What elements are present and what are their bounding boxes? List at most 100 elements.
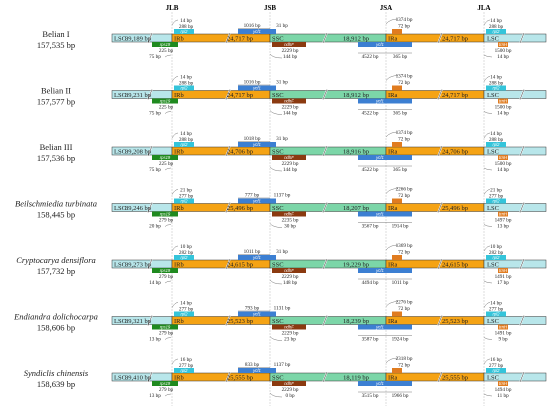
- jlb-top-curve: [171, 76, 179, 82]
- jsb-below-1: 2229 bp: [282, 274, 299, 280]
- break-mark: [322, 315, 328, 326]
- region-label-lsc-right: LSC: [487, 149, 499, 156]
- jla-below-1: 1494 bp: [495, 387, 512, 393]
- gene-trnH-jla: [498, 268, 508, 273]
- lsc-length: 89,410 bp: [125, 375, 151, 382]
- genome-size: 157,732 bp: [37, 266, 75, 276]
- jlb-above: 14 bp: [180, 301, 192, 307]
- jla-below-2: 14 bp: [497, 167, 509, 173]
- gene-rpl2: [174, 29, 194, 34]
- gene-ycf1-jsa: [358, 98, 412, 104]
- jla-above-1: 21 bp: [490, 188, 502, 194]
- gene-label-rpl2: rpl2: [181, 142, 189, 147]
- ira-region: [385, 146, 485, 156]
- gene-rps19: [152, 42, 178, 47]
- break-mark: [519, 89, 525, 100]
- gene-rpl2: [174, 142, 194, 147]
- jla-curve: [483, 167, 493, 171]
- gene-ycf1-jsb: [238, 311, 276, 317]
- jlb-top-curve: [171, 19, 179, 26]
- lsc-region-right: [483, 203, 547, 212]
- break-mark: [225, 145, 231, 157]
- gene-ndhF: [272, 324, 306, 330]
- gene-ycf1-jsa: [358, 324, 412, 330]
- region-label-ssc: SSC: [272, 149, 284, 156]
- gene-ndhF: [272, 155, 306, 160]
- jlb-below-2: 75 bp: [149, 54, 161, 60]
- gene-ycf1-jsb: [238, 142, 276, 147]
- jlb-below-1: 225 bp: [159, 48, 174, 54]
- species-name: Cryptocarya densiflora: [16, 255, 96, 265]
- break-mark: [147, 145, 153, 157]
- jsb-below-2: 148 bp: [283, 280, 298, 286]
- region-label-ira: IRa: [388, 36, 398, 43]
- gene-label-ycf1: ycf1: [252, 255, 261, 260]
- jla-above-1: 14 bp: [490, 131, 502, 137]
- break-mark: [437, 202, 443, 213]
- break-mark: [519, 258, 525, 270]
- jsb-below-2: 30 bp: [284, 224, 296, 230]
- gene-label-ycf1: ycf1: [375, 42, 384, 47]
- jla-curve: [483, 337, 493, 340]
- gene-rpl2-jla: [486, 85, 506, 91]
- species-name: Syndiclis chinensis: [24, 368, 89, 378]
- jlb-top-curve: [171, 358, 179, 365]
- region-label-ssc: SSC: [272, 262, 284, 269]
- jsa-below-1: 3587 bp: [362, 337, 379, 343]
- break-mark: [519, 202, 525, 213]
- break-mark: [519, 371, 525, 383]
- gene-label-ndhF: ndhF: [284, 381, 294, 386]
- gene-label-rps19: rps19: [160, 381, 171, 386]
- gene-trnH-jsa: [392, 255, 402, 260]
- jsa-top-curve: [385, 188, 399, 194]
- break-mark: [519, 145, 525, 157]
- lsc-length: 89,321 bp: [125, 318, 151, 325]
- gene-ycf1-jsa: [358, 211, 412, 217]
- jla-curve: [483, 280, 493, 284]
- region-label-irb: IRb: [174, 205, 184, 212]
- break-mark: [437, 371, 443, 383]
- jla-below-2: 9 bp: [498, 337, 507, 343]
- jsb-above-2: 31 bp: [276, 23, 288, 29]
- ira-right-length: 25,523 bp: [442, 318, 468, 325]
- ira-length: 18,239 bp: [343, 318, 369, 325]
- gene-label-ndhF: ndhF: [284, 99, 294, 104]
- jlb-curve: [164, 111, 172, 114]
- region-label-ira: IRa: [388, 318, 398, 325]
- gene-label-trnH: trnH: [499, 42, 508, 47]
- ira-right-length: 24,706 bp: [442, 149, 468, 156]
- gene-rps19: [152, 98, 178, 104]
- irb-length: 24,706 bp: [227, 149, 253, 156]
- gene-trnH-jla: [498, 155, 508, 160]
- region-label-ssc: SSC: [272, 205, 284, 212]
- jsb-curve: [269, 110, 283, 115]
- jsa-below-2: 365 bp: [393, 167, 408, 173]
- jsb-above-2: 31 bp: [276, 136, 288, 142]
- region-label-irb: IRb: [174, 375, 184, 382]
- break-mark: [225, 89, 231, 100]
- irb-region: [171, 90, 271, 99]
- jsb-below-1: 2229 bp: [282, 331, 299, 337]
- break-mark: [437, 315, 443, 326]
- gene-trnH-jla: [498, 211, 508, 217]
- jsa-below-1: 3515 bp: [362, 393, 379, 399]
- jlb-top-curve: [171, 302, 179, 308]
- jsb-above-1: 777 bp: [245, 193, 260, 199]
- lsc-region-right: [483, 33, 547, 43]
- jsb-below-1: 2229 bp: [282, 48, 299, 54]
- gene-label-ndhF: ndhF: [284, 42, 294, 47]
- jla-top-curve: [483, 245, 491, 252]
- irb-region: [171, 316, 271, 325]
- break-mark: [225, 202, 231, 213]
- jla-below-1: 1500 bp: [495, 105, 512, 111]
- gene-label-ycf1: ycf1: [252, 86, 261, 91]
- jlb-top-curve: [171, 132, 179, 139]
- gene-label-rps19: rps19: [160, 325, 171, 330]
- gene-label-trnH: trnH: [499, 325, 508, 330]
- gene-label-rps19: rps19: [160, 212, 171, 217]
- jlb-below-2: 13 bp: [149, 393, 161, 399]
- gene-ycf1-jsb: [238, 85, 276, 91]
- jsb-below-2: 0 bp: [285, 393, 294, 399]
- genome-size: 158,639 bp: [37, 379, 75, 389]
